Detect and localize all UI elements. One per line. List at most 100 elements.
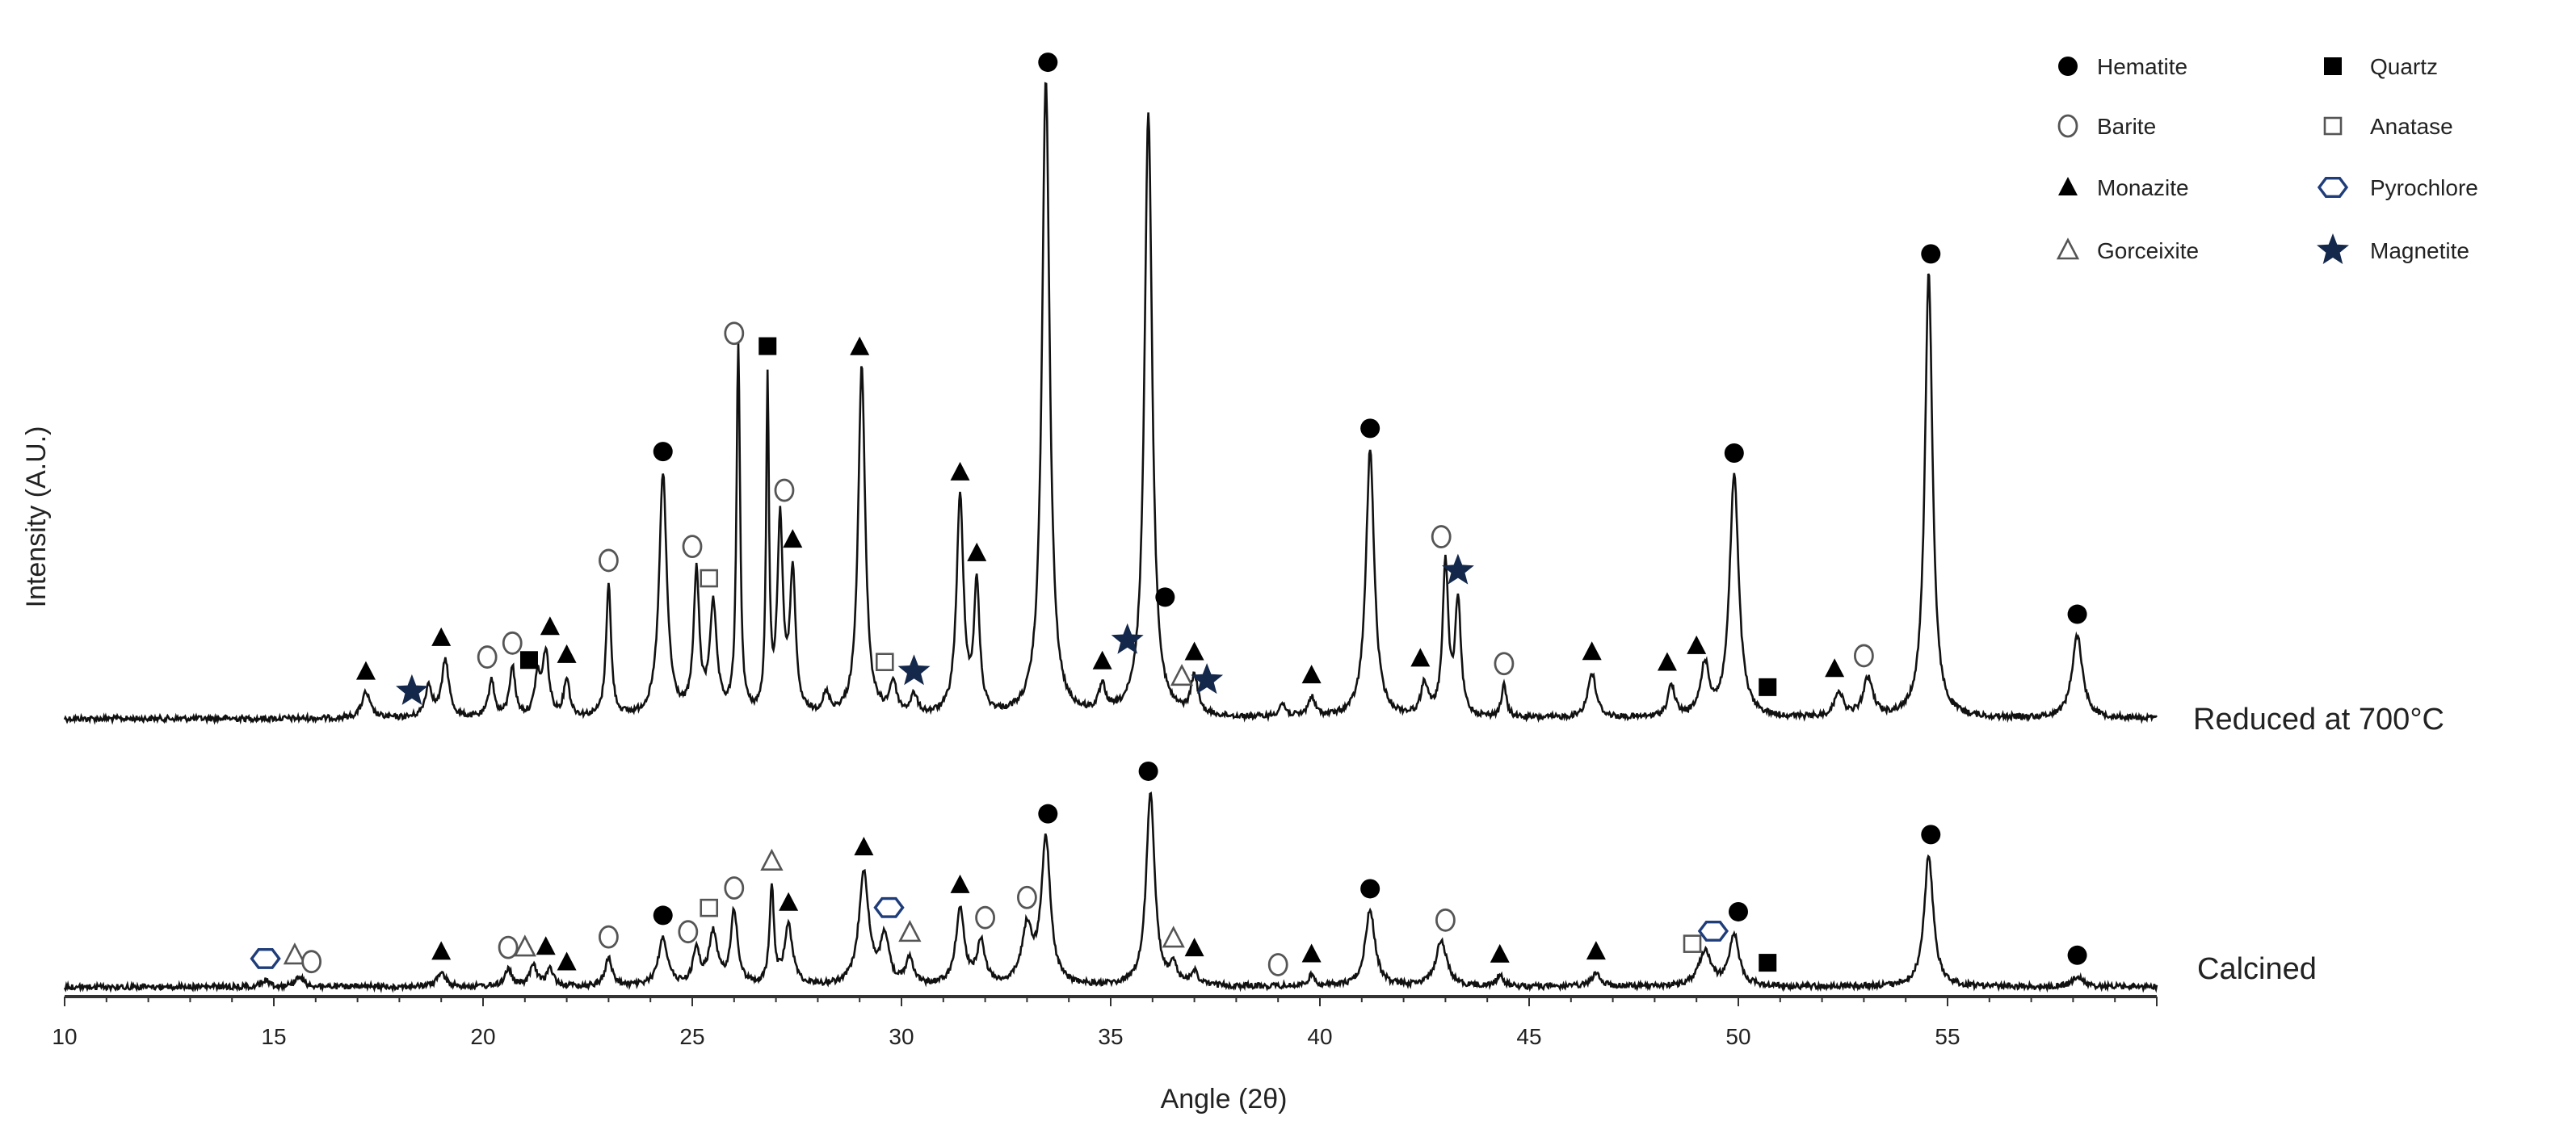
anatase-marker [700,898,719,917]
barite-marker [599,548,619,573]
legend-magnetite-label: Magnetite [2370,238,2469,263]
legend-hematite-icon [2058,57,2078,76]
monazite-marker [1657,652,1677,671]
pyrochlore-marker [1697,920,1729,942]
monazite-marker [431,941,452,960]
pyrochlore-marker [873,896,905,918]
phase-markers [250,52,2087,976]
monazite-marker [783,529,803,548]
y-axis-label: Intensity (A.U.) [21,426,52,608]
legend-quartz-icon [2324,57,2342,75]
legend-magnetite-icon [2317,233,2349,264]
quartz-marker [1759,678,1777,696]
monazite-marker [1582,641,1602,661]
hematite-marker [2067,604,2087,624]
quartz-marker [759,337,777,355]
hematite-marker [1360,418,1380,439]
anatase-marker [1683,934,1702,953]
barite-marker [682,535,703,559]
monazite-marker [1184,641,1204,661]
monazite-marker [1184,938,1204,957]
gorceixite-marker [1170,663,1194,686]
hematite-marker [653,905,673,926]
monazite-marker [950,874,970,893]
legend-quartz-label: Quartz [2370,54,2438,79]
barite-marker [724,321,745,346]
barite-marker [599,925,619,949]
legend-barite-label: Barite [2097,114,2156,139]
x-tick-label: 15 [261,1024,286,1049]
hematite-marker [1138,761,1158,781]
hematite-marker [1360,879,1380,899]
x-tick-label: 25 [679,1024,704,1049]
gorceixite-marker [1162,926,1185,948]
monazite-marker [557,644,577,663]
barite-marker [774,478,795,502]
monazite-marker [854,837,874,856]
x-tick-label: 50 [1725,1024,1750,1049]
monazite-marker [950,461,970,481]
gorceixite-marker [760,848,784,871]
anatase-marker [700,569,719,588]
barite-marker [1494,652,1515,676]
quartz-marker [1759,954,1777,972]
series-label-0: Reduced at 700°C [2193,703,2444,737]
barite-marker [1017,885,1037,909]
hematite-marker [653,442,673,462]
hematite-marker [1921,244,1941,264]
hematite-marker [1038,52,1058,73]
gorceixite-marker [513,934,536,957]
x-axis-label: Angle (2θ) [1161,1084,1288,1115]
monazite-marker [540,616,560,636]
x-tick-label: 30 [889,1024,914,1049]
series-layer [63,82,2158,993]
quartz-marker [519,651,538,670]
hematite-marker [1038,804,1058,824]
x-tick-label: 35 [1098,1024,1123,1049]
monazite-marker [355,661,376,680]
x-axis-ticks: 10 15 20 25 30 35 40 45 50 55 [52,997,2158,1049]
monazite-marker [779,892,799,911]
monazite-marker [850,336,870,355]
barite-marker [1435,908,1456,932]
monazite-marker [1825,658,1845,678]
legend-anatase-label: Anatase [2370,114,2453,139]
barite-marker [1853,644,1874,668]
barite-marker [498,935,519,959]
barite-marker [477,645,498,669]
magnetite-marker [1111,623,1144,654]
series-label-1: Calcined [2197,952,2317,986]
anatase-marker [875,653,894,671]
x-tick-label: 20 [470,1024,495,1049]
x-tick-label: 10 [52,1024,77,1049]
barite-marker [724,876,745,900]
series-labels: Reduced at 700°C Calcined [2193,703,2444,986]
series-line-1 [63,791,2158,993]
legend-monazite-label: Monazite [2097,175,2189,200]
monazite-marker [536,936,556,955]
monazite-marker [1092,650,1112,670]
x-tick-label: 45 [1516,1024,1541,1049]
monazite-marker [1687,635,1707,654]
legend-hematite-label: Hematite [2097,54,2187,79]
legend-gorceixite-icon [2056,237,2080,260]
pyrochlore-marker [250,947,281,969]
legend: Hematite Quartz Barite Anatase Monazite Pyroc… [2056,54,2478,264]
legend-pyrochlore-label: Pyrochlore [2370,175,2478,200]
monazite-marker [1490,943,1510,963]
magnetite-marker [1191,663,1224,695]
barite-marker [301,950,322,974]
x-tick-label: 40 [1307,1024,1332,1049]
monazite-marker [967,542,987,561]
legend-barite-icon [2057,114,2078,138]
magnetite-marker [396,674,428,705]
barite-marker [1267,953,1288,976]
monazite-marker [1586,941,1606,960]
series-line-0 [63,82,2158,725]
barite-marker [502,631,523,655]
gorceixite-marker [283,942,307,965]
monazite-marker [557,951,577,971]
monazite-marker [1301,943,1322,963]
barite-marker [1431,525,1452,548]
